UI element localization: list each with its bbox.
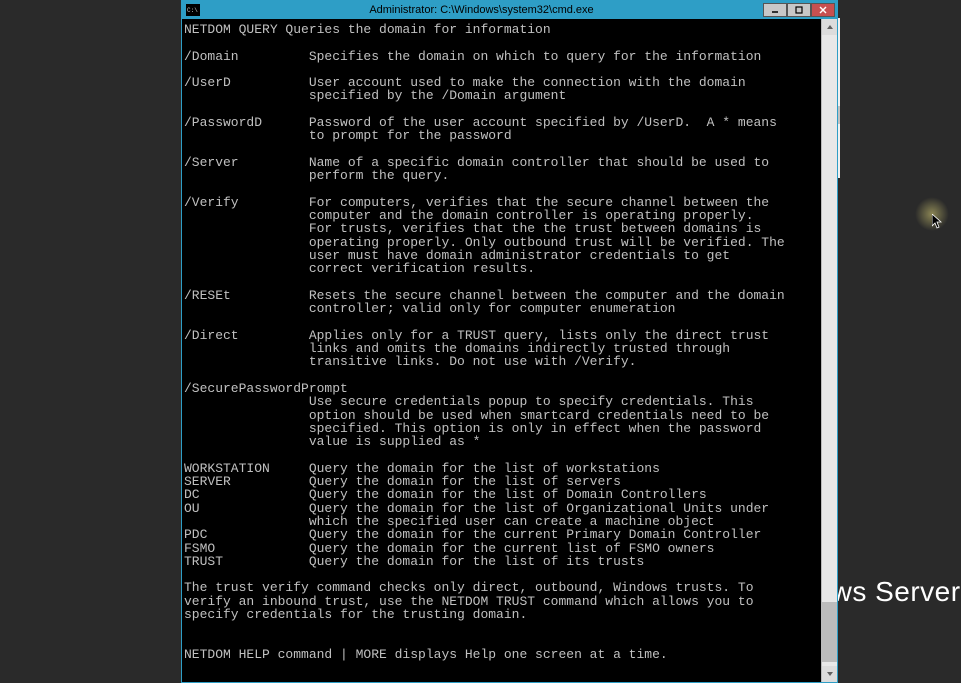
cursor-highlight [915, 197, 949, 231]
titlebar[interactable]: C:\ Administrator: C:\Windows\system32\c… [182, 1, 837, 19]
vertical-scrollbar[interactable] [821, 19, 837, 682]
window-title: Administrator: C:\Windows\system32\cmd.e… [200, 4, 763, 16]
minimize-button[interactable] [763, 3, 787, 17]
console-output[interactable]: NETDOM QUERY Queries the domain for info… [182, 19, 821, 682]
maximize-button[interactable] [787, 3, 811, 17]
desktop-watermark: ws Server 20 [832, 576, 961, 608]
cmd-window: C:\ Administrator: C:\Windows\system32\c… [181, 0, 838, 683]
scrollbar-up-arrow-icon[interactable] [822, 19, 837, 35]
console-client-area: NETDOM QUERY Queries the domain for info… [182, 19, 837, 682]
window-controls [763, 3, 835, 17]
mouse-cursor-icon [932, 214, 944, 230]
cmd-icon: C:\ [186, 3, 200, 17]
svg-text:C:\: C:\ [187, 7, 198, 14]
scrollbar-down-arrow-icon[interactable] [822, 666, 837, 682]
scrollbar-thumb[interactable] [822, 602, 837, 662]
close-button[interactable] [811, 3, 835, 17]
